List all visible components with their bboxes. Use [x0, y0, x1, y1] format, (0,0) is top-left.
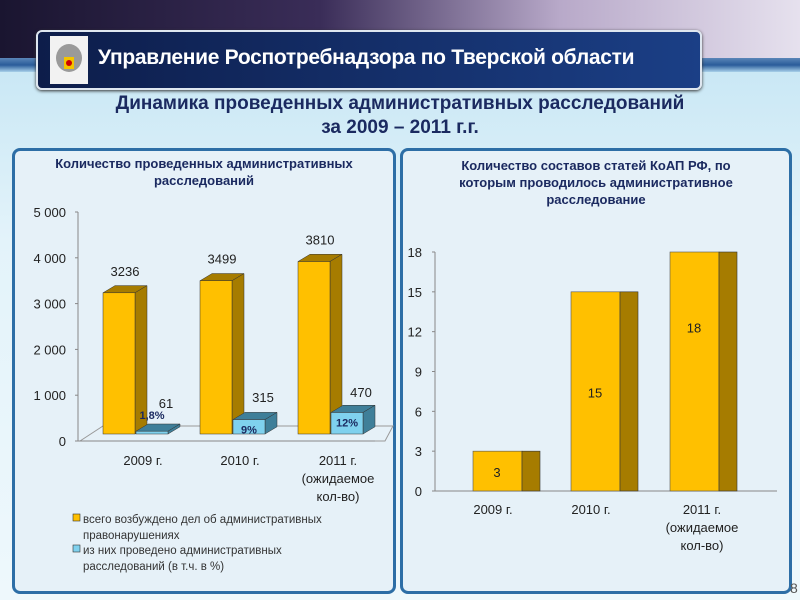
chart2-bar-side: [619, 291, 639, 492]
chart2-y-tick-label: 15: [408, 285, 422, 300]
chart1-legend-swatch: [72, 544, 81, 553]
chart2-y-tick-label: 6: [415, 404, 422, 419]
chart1-bar-total: [102, 292, 136, 435]
chart2-x-tick-label: кол-во): [680, 538, 723, 553]
chart1-data-label-investigations: 470: [350, 385, 372, 400]
chart2-x-tick-label: (ожидаемое: [666, 520, 739, 535]
chart2-bar-side: [718, 251, 738, 492]
chart1-bar-investigations: [135, 430, 169, 435]
chart1-pct-label: 12%: [336, 417, 358, 429]
chart1-y-tick-label: 2 000: [33, 342, 66, 357]
chart1-title: Количество проведенных административных …: [55, 156, 353, 188]
chart1-data-label-investigations: 315: [252, 390, 274, 405]
chart1-y-tick-label: 1 000: [33, 388, 66, 403]
chart1-data-label-total: 3810: [306, 233, 335, 248]
chart2-y-tick-label: 0: [415, 484, 422, 499]
chart1-y-tick-label: 0: [59, 434, 66, 449]
chart2-y-tick-label: 9: [415, 365, 422, 380]
slide-title: Динамика проведенных административных ра…: [0, 92, 800, 140]
chart1-x-tick-label: 2010 г.: [220, 453, 259, 468]
chart1-x-tick-label: кол-во): [316, 489, 359, 504]
chart2-bar: [570, 291, 621, 492]
chart1-x-tick-label: (ожидаемое: [302, 471, 375, 486]
chart1-legend-label: правонарушениях: [83, 530, 180, 542]
chart1-bar-investigations: [330, 412, 364, 435]
chart1-x-tick-label: 2011 г.: [319, 453, 357, 468]
chart2-y-tick-label: 18: [408, 245, 422, 260]
chart1-bar-total: [199, 280, 233, 435]
chart2-data-label: 15: [588, 385, 602, 400]
chart1-legend-label: из них проведено административных: [83, 545, 282, 557]
chart1-pct-label: 9%: [241, 425, 257, 437]
chart2-bar: [472, 450, 523, 492]
chart1-pct-label: 1,8%: [139, 410, 164, 422]
slide-title-line2: за 2009 – 2011 г.г.: [321, 117, 479, 138]
chart2-x-tick-label: 2010 г.: [571, 502, 610, 517]
chart2-y-tick-label: 12: [408, 325, 422, 340]
chart1-legend-swatch: [72, 513, 81, 522]
chart1-bar-total: [297, 261, 331, 435]
chart2-data-label: 3: [493, 465, 500, 480]
org-title: Управление Роспотребнадзора по Тверской …: [98, 46, 635, 69]
chart2-bar: [669, 251, 720, 492]
chart2-bar-side: [521, 450, 541, 492]
chart1-legend-label: всего возбуждено дел об административных: [83, 514, 322, 526]
chart1-x-tick-label: 2009 г.: [123, 453, 162, 468]
chart1-y-tick-label: 3 000: [33, 297, 66, 312]
chart2-title-line: расследование: [546, 192, 646, 207]
chart2-x-tick-label: 2011 г.: [683, 502, 721, 517]
chart2-y-tick-label: 3: [415, 444, 422, 459]
chart2-title-line: которым проводилось административное: [459, 175, 733, 190]
chart2-data-label: 18: [687, 321, 701, 336]
chart1-bar-total-side: [231, 273, 245, 435]
chart1-data-label-total: 3236: [111, 264, 140, 279]
chart1-bar-investigations: [232, 419, 266, 435]
chart1-y-tick-label: 4 000: [33, 251, 66, 266]
chart1-y-tick-label: 5 000: [33, 205, 66, 220]
emblem-icon: [50, 36, 88, 84]
chart2-x-tick-label: 2009 г.: [473, 502, 512, 517]
org-banner: Управление Роспотребнадзора по Тверской …: [36, 30, 702, 90]
chart1-legend-label: расследований (в т.ч. в %): [83, 561, 224, 573]
chart2-title: Количество составов статей КоАП РФ, по к…: [403, 157, 789, 208]
slide-title-line1: Динамика проведенных административных ра…: [115, 93, 685, 114]
chart1-data-label-total: 3499: [208, 252, 237, 267]
chart2-title-line: Количество составов статей КоАП РФ, по: [461, 158, 731, 173]
page-number: 8: [790, 580, 798, 596]
chart1-data-label-investigations: 61: [159, 396, 173, 411]
